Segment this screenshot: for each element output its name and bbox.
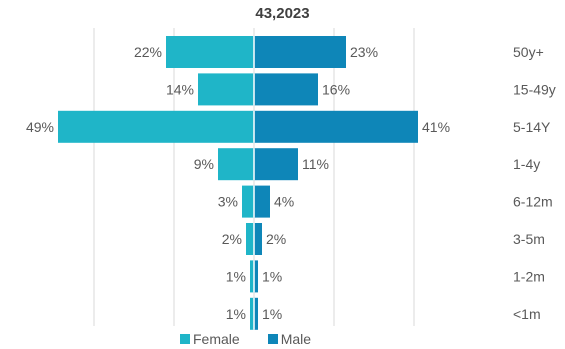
bar-male: [254, 148, 298, 181]
data-labels: 22% 23% 14% 16% 49% 41% 9% 11% 3% 4% 2% 2% 1% 1% 1% 1%: [26, 44, 450, 322]
data-label-male: 1%: [262, 306, 282, 322]
data-label-male: 1%: [262, 268, 282, 284]
category-label: 6-12m: [513, 194, 553, 210]
bar-female: [58, 110, 254, 143]
data-label-male: 4%: [274, 194, 294, 210]
bar-male: [254, 36, 346, 68]
legend-male: Male: [267, 331, 312, 347]
data-label-female: 3%: [218, 194, 238, 210]
bar-male: [254, 297, 258, 330]
legend-female: Female: [180, 331, 240, 347]
category-label: 1-4y: [513, 156, 540, 172]
category-label: 1-2m: [513, 268, 545, 284]
bar-female: [218, 148, 254, 181]
category-label: 3-5m: [513, 231, 545, 247]
chart-subtitle: 43,2023: [255, 5, 310, 22]
bar-female: [250, 297, 254, 330]
data-label-male: 16%: [322, 81, 350, 97]
data-label-male: 2%: [266, 231, 286, 247]
bar-male: [254, 73, 318, 106]
bar-female: [166, 36, 254, 68]
data-label-female: 1%: [226, 306, 246, 322]
legend-label-female: Female: [193, 331, 240, 347]
category-label: 5-14Y: [513, 119, 551, 135]
bar-male: [254, 260, 258, 293]
bar-female: [242, 185, 254, 218]
bars: [58, 36, 418, 330]
bar-male: [254, 110, 418, 143]
legend: Female Male: [180, 331, 311, 347]
data-label-male: 11%: [302, 156, 329, 172]
legend-swatch-male: [267, 334, 278, 344]
data-label-female: 49%: [26, 119, 54, 135]
category-label: 15-49y: [513, 81, 556, 97]
category-labels: 50y+ 15-49y 5-14Y 1-4y 6-12m 3-5m 1-2m <1m: [513, 44, 556, 322]
category-label: <1m: [513, 306, 541, 322]
bar-male: [254, 185, 270, 218]
data-label-female: 1%: [226, 268, 246, 284]
data-label-female: 14%: [166, 81, 194, 97]
bar-female: [246, 223, 254, 255]
bar-female: [250, 260, 254, 293]
data-label-male: 23%: [350, 44, 378, 60]
legend-swatch-female: [180, 334, 190, 344]
data-label-female: 2%: [222, 231, 242, 247]
category-label: 50y+: [513, 44, 544, 60]
data-label-male: 41%: [422, 119, 450, 135]
data-label-female: 9%: [194, 156, 214, 172]
data-label-female: 22%: [134, 44, 162, 60]
bar-female: [198, 73, 254, 106]
bar-male: [254, 223, 262, 255]
legend-label-male: Male: [280, 331, 312, 347]
